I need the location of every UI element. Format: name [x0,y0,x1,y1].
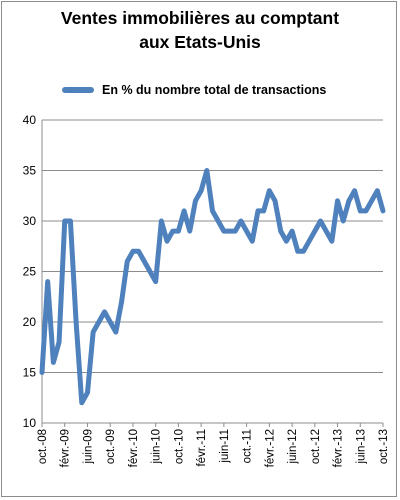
y-tick-label: 30 [23,214,37,228]
legend: En % du nombre total de transactions [62,80,326,100]
data-point [256,209,260,213]
x-tick-label: févr.-09 [60,429,72,467]
data-point [313,229,316,233]
data-point [234,229,237,233]
chart-title: Ventes immobilières au comptant aux Etat… [0,6,400,54]
x-tick-label: oct.-10 [173,429,185,464]
data-point [177,229,180,233]
data-point [228,229,231,233]
data-point [359,209,362,213]
y-tick-label: 15 [23,366,37,380]
chart-title-line-2: aux Etats-Unis [139,32,261,52]
data-point [222,229,226,233]
data-point [273,199,277,202]
data-point [40,371,44,374]
x-tick-label: févr.-12 [264,429,276,467]
data-point [330,240,334,243]
chart-title-line-1: Ventes immobilières au comptant [60,8,340,28]
data-point [381,209,385,213]
y-tick-label: 40 [23,113,37,127]
legend-swatch [62,87,94,93]
data-point [302,250,305,253]
data-point [279,229,282,233]
data-point [211,209,214,213]
data-point [63,219,66,223]
data-point [103,310,106,314]
y-tick-label: 20 [23,315,37,329]
data-point [376,189,379,192]
data-point [86,391,89,394]
data-point [353,189,356,192]
x-tick-label: juin-13 [355,429,367,465]
data-point [148,270,152,273]
data-point [205,169,209,172]
x-tick-label: févr.-13 [333,429,345,467]
data-point [52,361,55,364]
data-point [69,219,72,223]
x-tick-label: juin-09 [82,429,94,465]
x-tick-label: oct.-09 [105,429,117,464]
x-tick-label: oct.-13 [378,429,390,464]
x-tick-label: juin-10 [151,429,163,465]
data-point [171,229,174,233]
data-point [285,240,288,243]
data-point [154,280,157,283]
data-point [245,229,248,233]
x-tick-label: juin-11 [219,429,231,464]
data-point [46,280,49,283]
data-point [296,250,299,253]
data-point [199,189,203,192]
data-point [347,199,351,202]
data-point [114,330,118,334]
x-tick-label: juin-12 [287,429,299,465]
data-point [188,229,191,233]
data-point [57,341,61,344]
x-tick-label: févr.-10 [128,429,140,467]
data-point [182,209,186,213]
data-point [109,320,112,324]
data-point [91,330,95,334]
data-point [97,320,101,324]
data-point [319,219,322,223]
data-point [120,300,123,303]
x-tick-label: oct.-11 [242,429,254,463]
data-point [216,219,220,223]
data-point [160,219,163,223]
y-tick-label: 10 [23,416,37,430]
x-tick-label: févr.-11 [196,429,208,467]
data-point [143,260,146,263]
data-point [131,250,135,253]
data-point [336,199,339,202]
data-point [290,229,294,233]
data-point [324,229,328,233]
data-point [137,250,140,253]
series-line [39,168,386,406]
x-tick-label: oct.-12 [310,429,322,464]
data-point [194,199,197,202]
x-tick-label: oct.-08 [37,429,49,464]
data-point [364,209,368,213]
data-point [239,219,243,223]
data-point [165,240,169,243]
data-point [307,240,311,243]
data-point [342,219,345,223]
data-point [370,199,373,202]
data-point [80,401,83,404]
data-point [268,189,271,192]
data-point [251,240,254,243]
data-point [126,260,129,263]
data-point [74,320,78,324]
data-point [262,209,265,213]
legend-label: En % du nombre total de transactions [102,83,327,97]
y-tick-label: 25 [23,265,37,279]
y-tick-label: 35 [23,164,37,178]
